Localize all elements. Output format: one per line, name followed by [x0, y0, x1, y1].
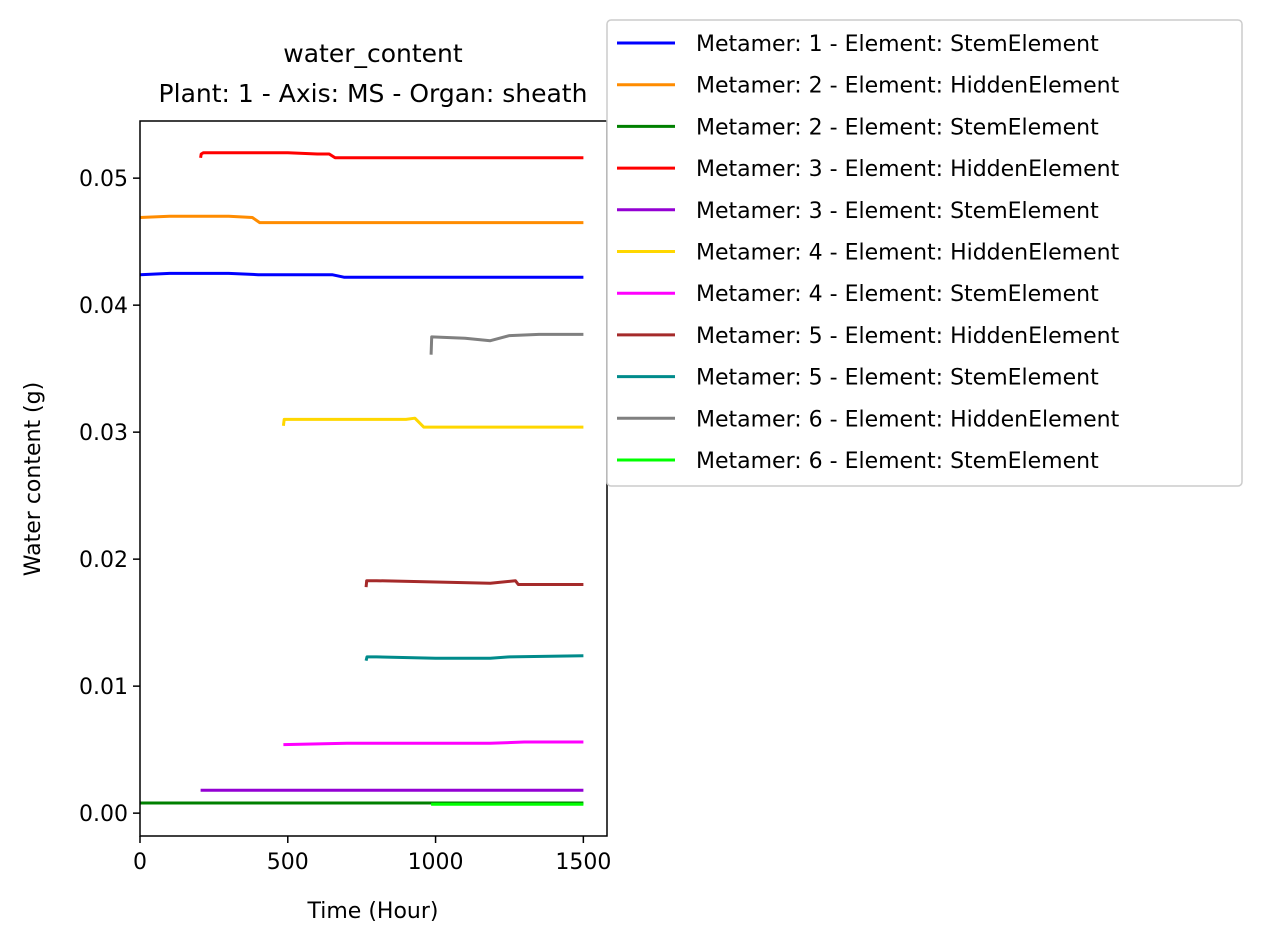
series-line-2: [139, 214, 584, 225]
series-line-8: [364, 579, 584, 588]
y-tick-label: 0.05: [79, 167, 128, 192]
x-tick-label: 500: [267, 850, 309, 875]
y-tick-label: 0.01: [79, 675, 128, 700]
legend-label-1: Metamer: 1 - Element: StemElement: [696, 32, 1099, 57]
series-line-6: [281, 416, 584, 429]
y-tick-label: 0.03: [79, 421, 128, 446]
series-layer: [139, 151, 584, 806]
legend-label-6: Metamer: 4 - Element: HiddenElement: [696, 241, 1120, 266]
series-line-9: [364, 654, 584, 662]
axes-layer: 0 500 1000 1500 0.00 0.01 0.02 0.03 0.04 0.05: [79, 120, 611, 875]
y-tick-label: 0.00: [79, 802, 128, 827]
x-tick-label: 1000: [408, 850, 464, 875]
legend-box: [606, 19, 1243, 487]
series-line-7: [283, 740, 584, 747]
y-tick-label: 0.02: [79, 548, 128, 573]
y-axis-title: Water content (g): [21, 382, 46, 576]
legend-label-7: Metamer: 4 - Element: StemElement: [696, 282, 1099, 307]
series-line-4: [199, 151, 584, 160]
legend-label-9: Metamer: 5 - Element: StemElement: [696, 366, 1099, 391]
legend-label-4: Metamer: 3 - Element: HiddenElement: [696, 157, 1120, 182]
legend-label-3: Metamer: 2 - Element: StemElement: [696, 115, 1099, 140]
legend-label-2: Metamer: 2 - Element: HiddenElement: [696, 74, 1120, 99]
x-tick-label: 0: [133, 850, 147, 875]
series-line-10: [429, 332, 584, 355]
x-tick-label: 1500: [555, 850, 611, 875]
series-line-1: [139, 271, 584, 279]
x-axis-title: Time (Hour): [307, 899, 439, 924]
chart-title: water_content: [283, 39, 463, 68]
chart-subtitle: Plant: 1 - Axis: MS - Organ: sheath: [159, 79, 588, 108]
legend-label-10: Metamer: 6 - Element: HiddenElement: [696, 407, 1120, 432]
legend-label-5: Metamer: 3 - Element: StemElement: [696, 199, 1099, 224]
legend: Metamer: 1 - Element: StemElement Metamer…: [606, 19, 1243, 487]
legend-label-8: Metamer: 5 - Element: HiddenElement: [696, 324, 1120, 349]
y-tick-label: 0.04: [79, 294, 128, 319]
legend-label-11: Metamer: 6 - Element: StemElement: [696, 449, 1099, 474]
plot-frame: [139, 120, 608, 837]
